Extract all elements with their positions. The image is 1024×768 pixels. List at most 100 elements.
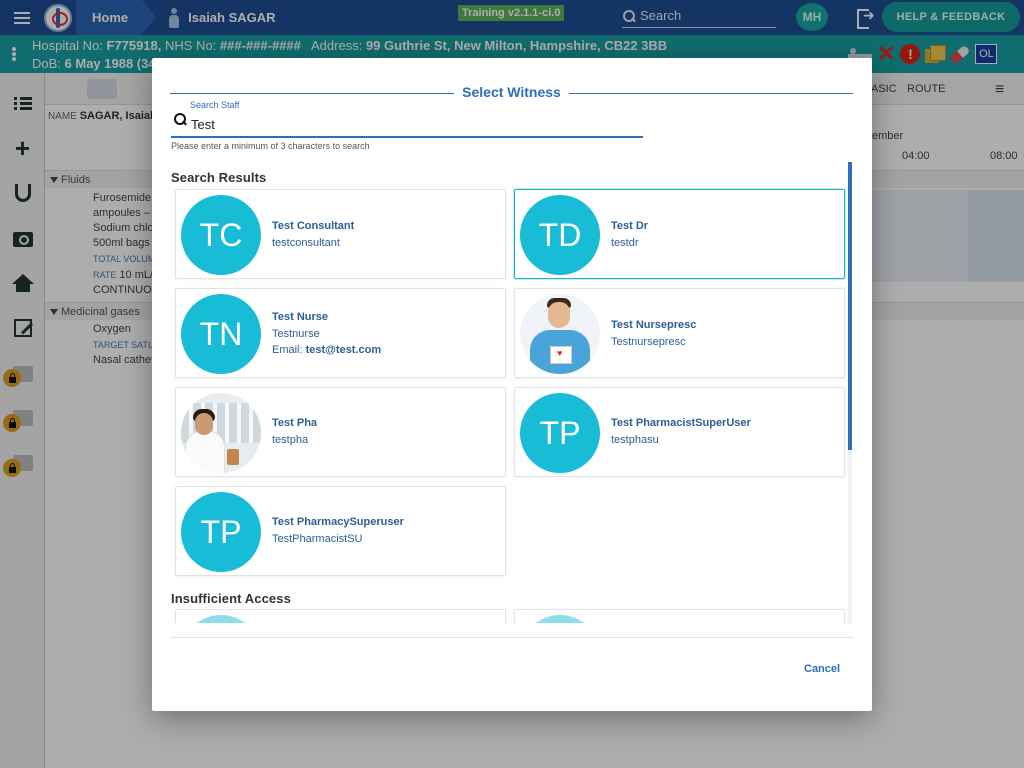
ol-badge[interactable]: OL <box>975 44 998 64</box>
sidebar-list[interactable] <box>0 86 45 122</box>
warning-icon[interactable]: ! <box>900 44 921 64</box>
staff-username: testphasu <box>611 434 659 446</box>
staff-name: Test PharmacistSuperUser <box>611 417 751 429</box>
sidebar-add[interactable]: + <box>0 130 45 166</box>
photo-bottle <box>227 449 239 465</box>
staff-username: Testnurse <box>272 328 320 340</box>
photo-head <box>195 413 213 435</box>
footer-divider <box>170 637 854 638</box>
stethoscope-icon <box>14 184 31 202</box>
alert-icons: ✕ ! OL <box>848 41 998 66</box>
total-volume-label: TOTAL VOLUM <box>93 254 156 264</box>
patient-name-row: NAME SAGAR, Isaiah <box>48 110 157 122</box>
documents-icon[interactable] <box>925 45 947 63</box>
patient-ids: Hospital No: F775918, NHS No: ###-###-##… <box>32 38 667 53</box>
search-icon <box>173 112 187 126</box>
results-list[interactable]: Search Results TC Test Consultant testco… <box>170 163 854 623</box>
more-vertical-icon[interactable] <box>12 47 16 51</box>
staff-card[interactable]: Test Pha testpha <box>175 387 506 477</box>
staff-name: Test Pha <box>272 417 318 429</box>
results-scrollbar[interactable] <box>848 162 852 624</box>
pharmacist-photo-avatar <box>181 393 261 473</box>
time-label-2: 08:00 <box>990 150 1018 162</box>
allergy-x-icon[interactable]: ✕ <box>877 41 896 66</box>
sidebar-notes[interactable] <box>0 310 45 346</box>
camera-icon <box>12 231 33 247</box>
fluids-timeline <box>872 190 1024 282</box>
staff-username: testpha <box>272 434 309 446</box>
select-witness-dialog: Select Witness Search Staff Please enter… <box>152 58 872 711</box>
staff-name: Test Dr <box>611 220 649 232</box>
staff-card-restricted[interactable] <box>514 609 845 623</box>
global-search[interactable]: Search <box>622 4 776 28</box>
name-label: NAME <box>48 111 77 122</box>
tab-route[interactable]: ROUTE <box>907 83 946 95</box>
address: 99 Guthrie St, New Milton, Hampshire, CB… <box>365 38 668 53</box>
lock-icon <box>3 369 21 387</box>
staff-username: testconsultant <box>272 237 340 249</box>
email-value: test@test.com <box>305 344 382 356</box>
staff-username: Testnursepresc <box>611 336 686 348</box>
staff-avatar <box>181 615 261 623</box>
logout-icon[interactable] <box>857 7 875 29</box>
nhs-no: ###-###-#### <box>219 38 301 53</box>
staff-card[interactable]: ♥ Test Nursepresc Testnursepresc <box>514 288 845 378</box>
dialog-title: Select Witness <box>462 84 561 100</box>
app-logo[interactable] <box>44 3 72 32</box>
staff-avatar: TP <box>520 393 600 473</box>
person-icon <box>168 7 180 28</box>
staff-name: Test PharmacySuperuser <box>272 516 404 528</box>
search-icon <box>622 9 636 23</box>
staff-avatar: TC <box>181 195 261 275</box>
staff-search-field[interactable]: Search Staff <box>171 100 643 138</box>
fluid-line-4: 500ml bags <box>93 237 150 249</box>
left-sidebar: + <box>0 73 45 768</box>
toolbar-tool-2[interactable] <box>87 79 117 99</box>
name-value: SAGAR, Isaiah <box>79 110 157 122</box>
fluid-line-3: Sodium chlo <box>93 222 154 234</box>
staff-name: Test Nurse <box>272 311 329 323</box>
menu-icon[interactable] <box>0 0 44 35</box>
help-feedback-button[interactable]: HELP & FEEDBACK <box>882 2 1020 32</box>
staff-card[interactable]: TP Test PharmacistSuperUser testphasu <box>514 387 845 477</box>
photo-coat <box>185 431 225 473</box>
staff-card-selected[interactable]: TD Test Dr testdr <box>514 189 845 279</box>
staff-card[interactable]: TC Test Consultant testconsultant <box>175 189 506 279</box>
sidebar-camera[interactable] <box>0 221 45 257</box>
staff-avatar: TP <box>181 492 261 572</box>
dob: 6 May 1988 (34 <box>64 56 156 71</box>
staff-name: Test Nursepresc <box>611 319 697 331</box>
month-label: ember <box>872 130 904 142</box>
plus-icon: + <box>14 133 31 163</box>
staff-search-input[interactable] <box>191 115 631 133</box>
staff-username: testdr <box>611 237 639 249</box>
fluid-line-1: Furosemide <box>93 192 152 204</box>
insufficient-access-heading: Insufficient Access <box>171 591 291 606</box>
sidebar-clinical[interactable] <box>0 175 45 211</box>
heart-icon: ♥ <box>557 348 563 358</box>
user-avatar[interactable]: MH <box>796 3 828 31</box>
top-bar: Home Isaiah SAGAR Training v2.1.1-ci.0 S… <box>0 0 1024 35</box>
staff-card[interactable]: TN Test Nurse Testnurse Email: test@test… <box>175 288 506 378</box>
rate-row: RATE 10 mL/ <box>93 269 153 281</box>
staff-card-restricted[interactable] <box>175 609 506 623</box>
staff-avatar: TD <box>520 195 600 275</box>
breadcrumb-patient[interactable]: Isaiah SAGAR <box>168 7 276 28</box>
photo-head <box>548 302 570 328</box>
scrollbar-thumb[interactable] <box>848 162 852 450</box>
lock-icon <box>3 414 21 432</box>
staff-card[interactable]: TP Test PharmacySuperuser TestPharmacist… <box>175 486 506 576</box>
cancel-button[interactable]: Cancel <box>804 663 841 675</box>
search-hint: Please enter a minimum of 3 characters t… <box>171 141 370 151</box>
sidebar-home-care[interactable] <box>0 265 45 301</box>
staff-avatar: TN <box>181 294 261 374</box>
bed-icon[interactable] <box>848 46 872 62</box>
staff-username: TestPharmacistSU <box>272 533 363 545</box>
breadcrumb-home[interactable]: Home <box>76 0 157 35</box>
global-search-placeholder: Search <box>640 8 682 23</box>
continuous-label: CONTINUOU <box>93 284 160 296</box>
menu-icon[interactable]: ≡ <box>995 81 1005 98</box>
time-label-1: 04:00 <box>902 150 930 162</box>
tab-basic[interactable]: ASIC <box>871 83 897 95</box>
lock-icon <box>3 459 21 477</box>
